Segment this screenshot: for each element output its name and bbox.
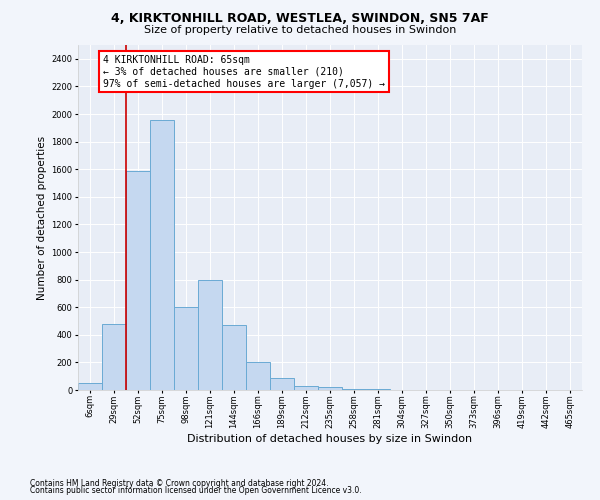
Text: Contains HM Land Registry data © Crown copyright and database right 2024.: Contains HM Land Registry data © Crown c… xyxy=(30,478,329,488)
Bar xyxy=(246,362,270,390)
Bar xyxy=(126,170,150,390)
Y-axis label: Number of detached properties: Number of detached properties xyxy=(37,136,47,300)
Text: 4, KIRKTONHILL ROAD, WESTLEA, SWINDON, SN5 7AF: 4, KIRKTONHILL ROAD, WESTLEA, SWINDON, S… xyxy=(111,12,489,26)
Text: 4 KIRKTONHILL ROAD: 65sqm
← 3% of detached houses are smaller (210)
97% of semi-: 4 KIRKTONHILL ROAD: 65sqm ← 3% of detach… xyxy=(103,56,385,88)
Bar xyxy=(102,324,126,390)
Bar xyxy=(150,120,174,390)
Bar xyxy=(270,378,294,390)
Bar xyxy=(174,307,198,390)
Bar xyxy=(78,383,102,390)
X-axis label: Distribution of detached houses by size in Swindon: Distribution of detached houses by size … xyxy=(187,434,473,444)
Text: Contains public sector information licensed under the Open Government Licence v3: Contains public sector information licen… xyxy=(30,486,362,495)
Text: Size of property relative to detached houses in Swindon: Size of property relative to detached ho… xyxy=(144,25,456,35)
Bar xyxy=(342,389,366,390)
Bar xyxy=(222,325,246,390)
Bar xyxy=(318,387,342,390)
Bar xyxy=(198,280,222,390)
Bar xyxy=(294,386,318,390)
